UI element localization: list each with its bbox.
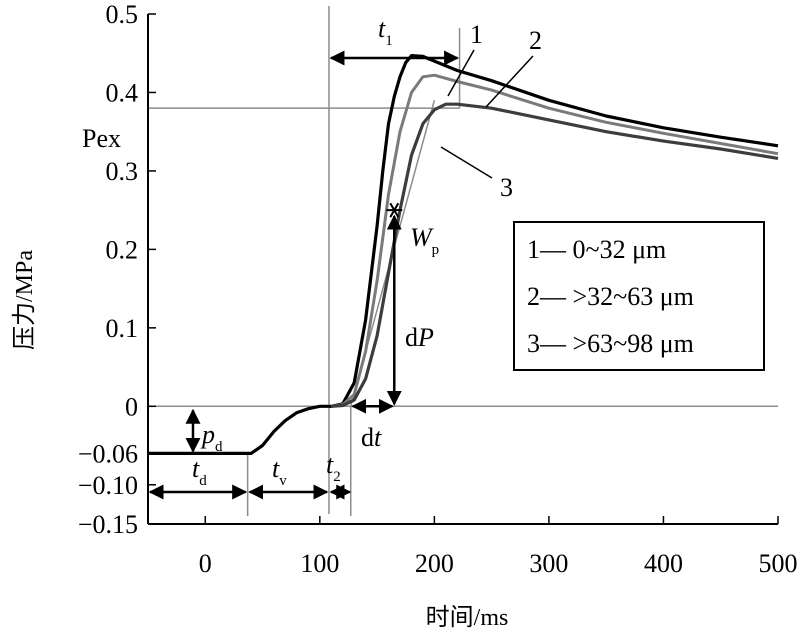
- annotation-arrows: [148, 50, 460, 500]
- t2-label: t2: [326, 450, 341, 485]
- x-tick-label: 100: [300, 549, 339, 578]
- x-tick-label: 0: [199, 549, 212, 578]
- series-line-2: [331, 73, 779, 408]
- y-tick-label: −0.06: [78, 439, 138, 468]
- wp-star-stroke: [389, 202, 400, 218]
- pex-label: Pex: [82, 124, 121, 153]
- x-tick-label: 400: [644, 549, 683, 578]
- x-tick-label: 200: [415, 549, 454, 578]
- y-tick-label: 0.4: [106, 78, 139, 107]
- series-line-3: [331, 102, 779, 408]
- y-tick-label: 0.3: [106, 157, 139, 186]
- y-tick-label: 0: [125, 392, 138, 421]
- y-tick-label: −0.10: [78, 471, 138, 500]
- curve-label-3: 3: [500, 173, 513, 202]
- y-axis-label: 压力/MPa: [11, 250, 38, 350]
- y-tick-label: 0.2: [106, 235, 139, 264]
- y-tick-label: 0.5: [106, 0, 139, 29]
- legend-entry-3: 3— >63~98 μm: [527, 329, 694, 358]
- x-tick-label: 500: [759, 549, 798, 578]
- reference-lines: [148, 6, 778, 516]
- legend-box: [513, 221, 765, 371]
- tv-label: tv: [272, 454, 287, 489]
- td-label: td: [192, 454, 207, 489]
- y-tick-label: 0.1: [106, 314, 139, 343]
- curve-label-1: 1: [470, 20, 483, 49]
- series-line-1: [148, 54, 779, 455]
- t1-label: t1: [378, 14, 393, 49]
- series-lines: [148, 49, 779, 455]
- curve-label-2: 2: [529, 26, 542, 55]
- y-tick-label: −0.15: [78, 510, 138, 539]
- curve-leader-3: [440, 146, 493, 179]
- pd-label: pd: [200, 420, 223, 455]
- wp-label: Wp: [410, 223, 439, 258]
- x-tick-label: 300: [529, 549, 568, 578]
- x-tick-labels: 0 100 200 300 400 500: [199, 549, 798, 578]
- legend-entry-2: 2— >32~63 μm: [527, 282, 694, 311]
- dp-label: dP: [405, 323, 434, 352]
- y-tick-labels: −0.15 −0.10 −0.06 0 0.1 0.2 0.3 0.4 0.5: [78, 0, 138, 539]
- x-axis-label: 时间/ms: [426, 604, 509, 631]
- wp-star-marker: [386, 202, 403, 218]
- curve-leader-1: [447, 49, 475, 97]
- legend: 1— 0~32 μm 2— >32~63 μm 3— >63~98 μm: [513, 221, 765, 371]
- legend-entry-1: 1— 0~32 μm: [527, 235, 666, 264]
- dt-label: dt: [361, 423, 382, 452]
- curve-leader-2: [485, 55, 534, 108]
